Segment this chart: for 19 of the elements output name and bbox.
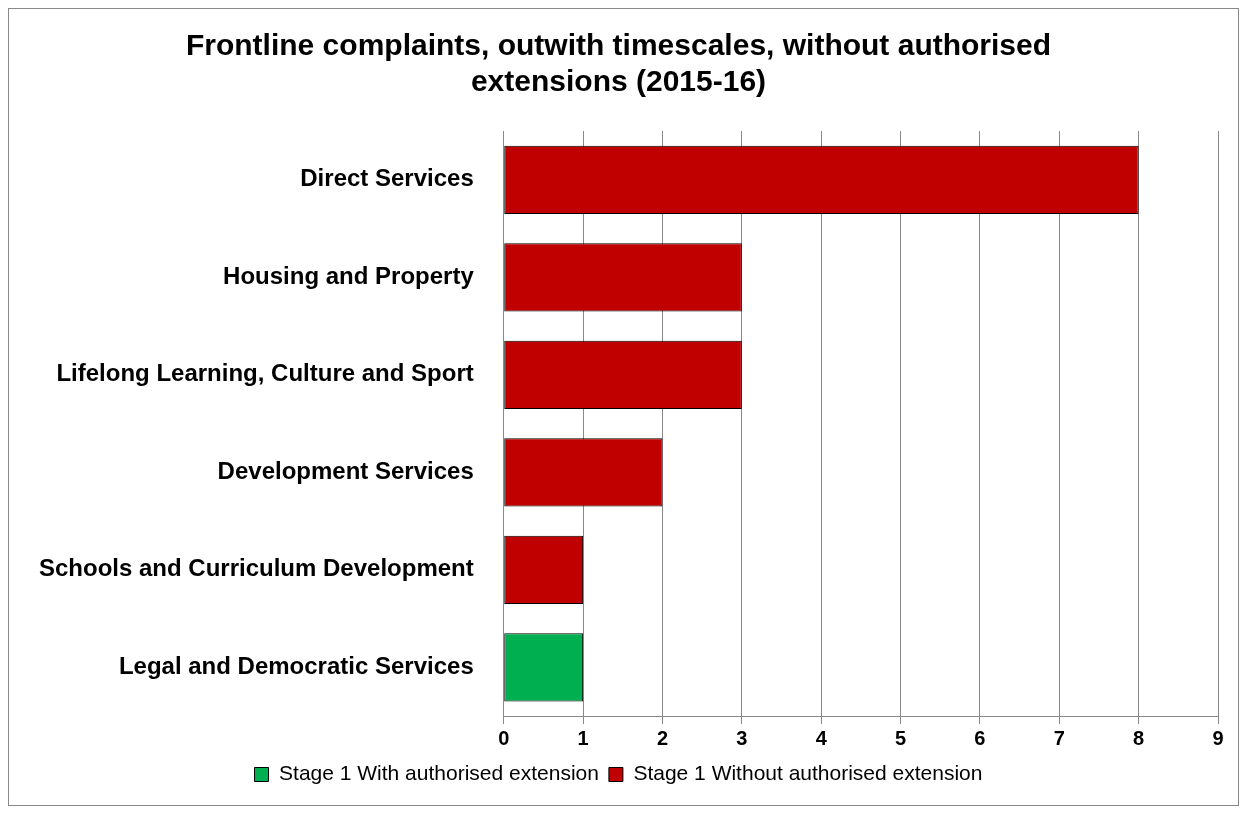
x-tick-label: 4: [815, 726, 828, 749]
x-tick-label: 6: [974, 726, 986, 749]
y-tick-label: Development Services: [217, 456, 474, 484]
legend-label: Stage 1 With authorised extension: [279, 761, 599, 785]
x-tick-label: 9: [1212, 726, 1224, 749]
y-tick-label: Housing and Property: [223, 261, 475, 289]
y-tick-label: Legal and Democratic Services: [118, 651, 474, 679]
chart-title: Frontline complaints, outwith timescales, without authorised extensions (2015-16): [185, 28, 1052, 98]
x-tick-label: 3: [736, 726, 748, 749]
x-tick-label: 0: [498, 726, 510, 749]
x-tick-label: 7: [1053, 726, 1065, 749]
x-tick-label: 2: [656, 726, 669, 749]
x-tick-label: 1: [577, 726, 589, 749]
y-tick-label: Lifelong Learning, Culture and Sport: [56, 359, 474, 387]
y-tick-label: Direct Services: [300, 164, 474, 192]
x-tick-label: 5: [894, 726, 907, 749]
y-tick-label: Schools and Curriculum Development: [38, 554, 474, 582]
legend-label: Stage 1 Without authorised extension: [633, 761, 983, 785]
x-tick-label: 8: [1133, 726, 1145, 749]
